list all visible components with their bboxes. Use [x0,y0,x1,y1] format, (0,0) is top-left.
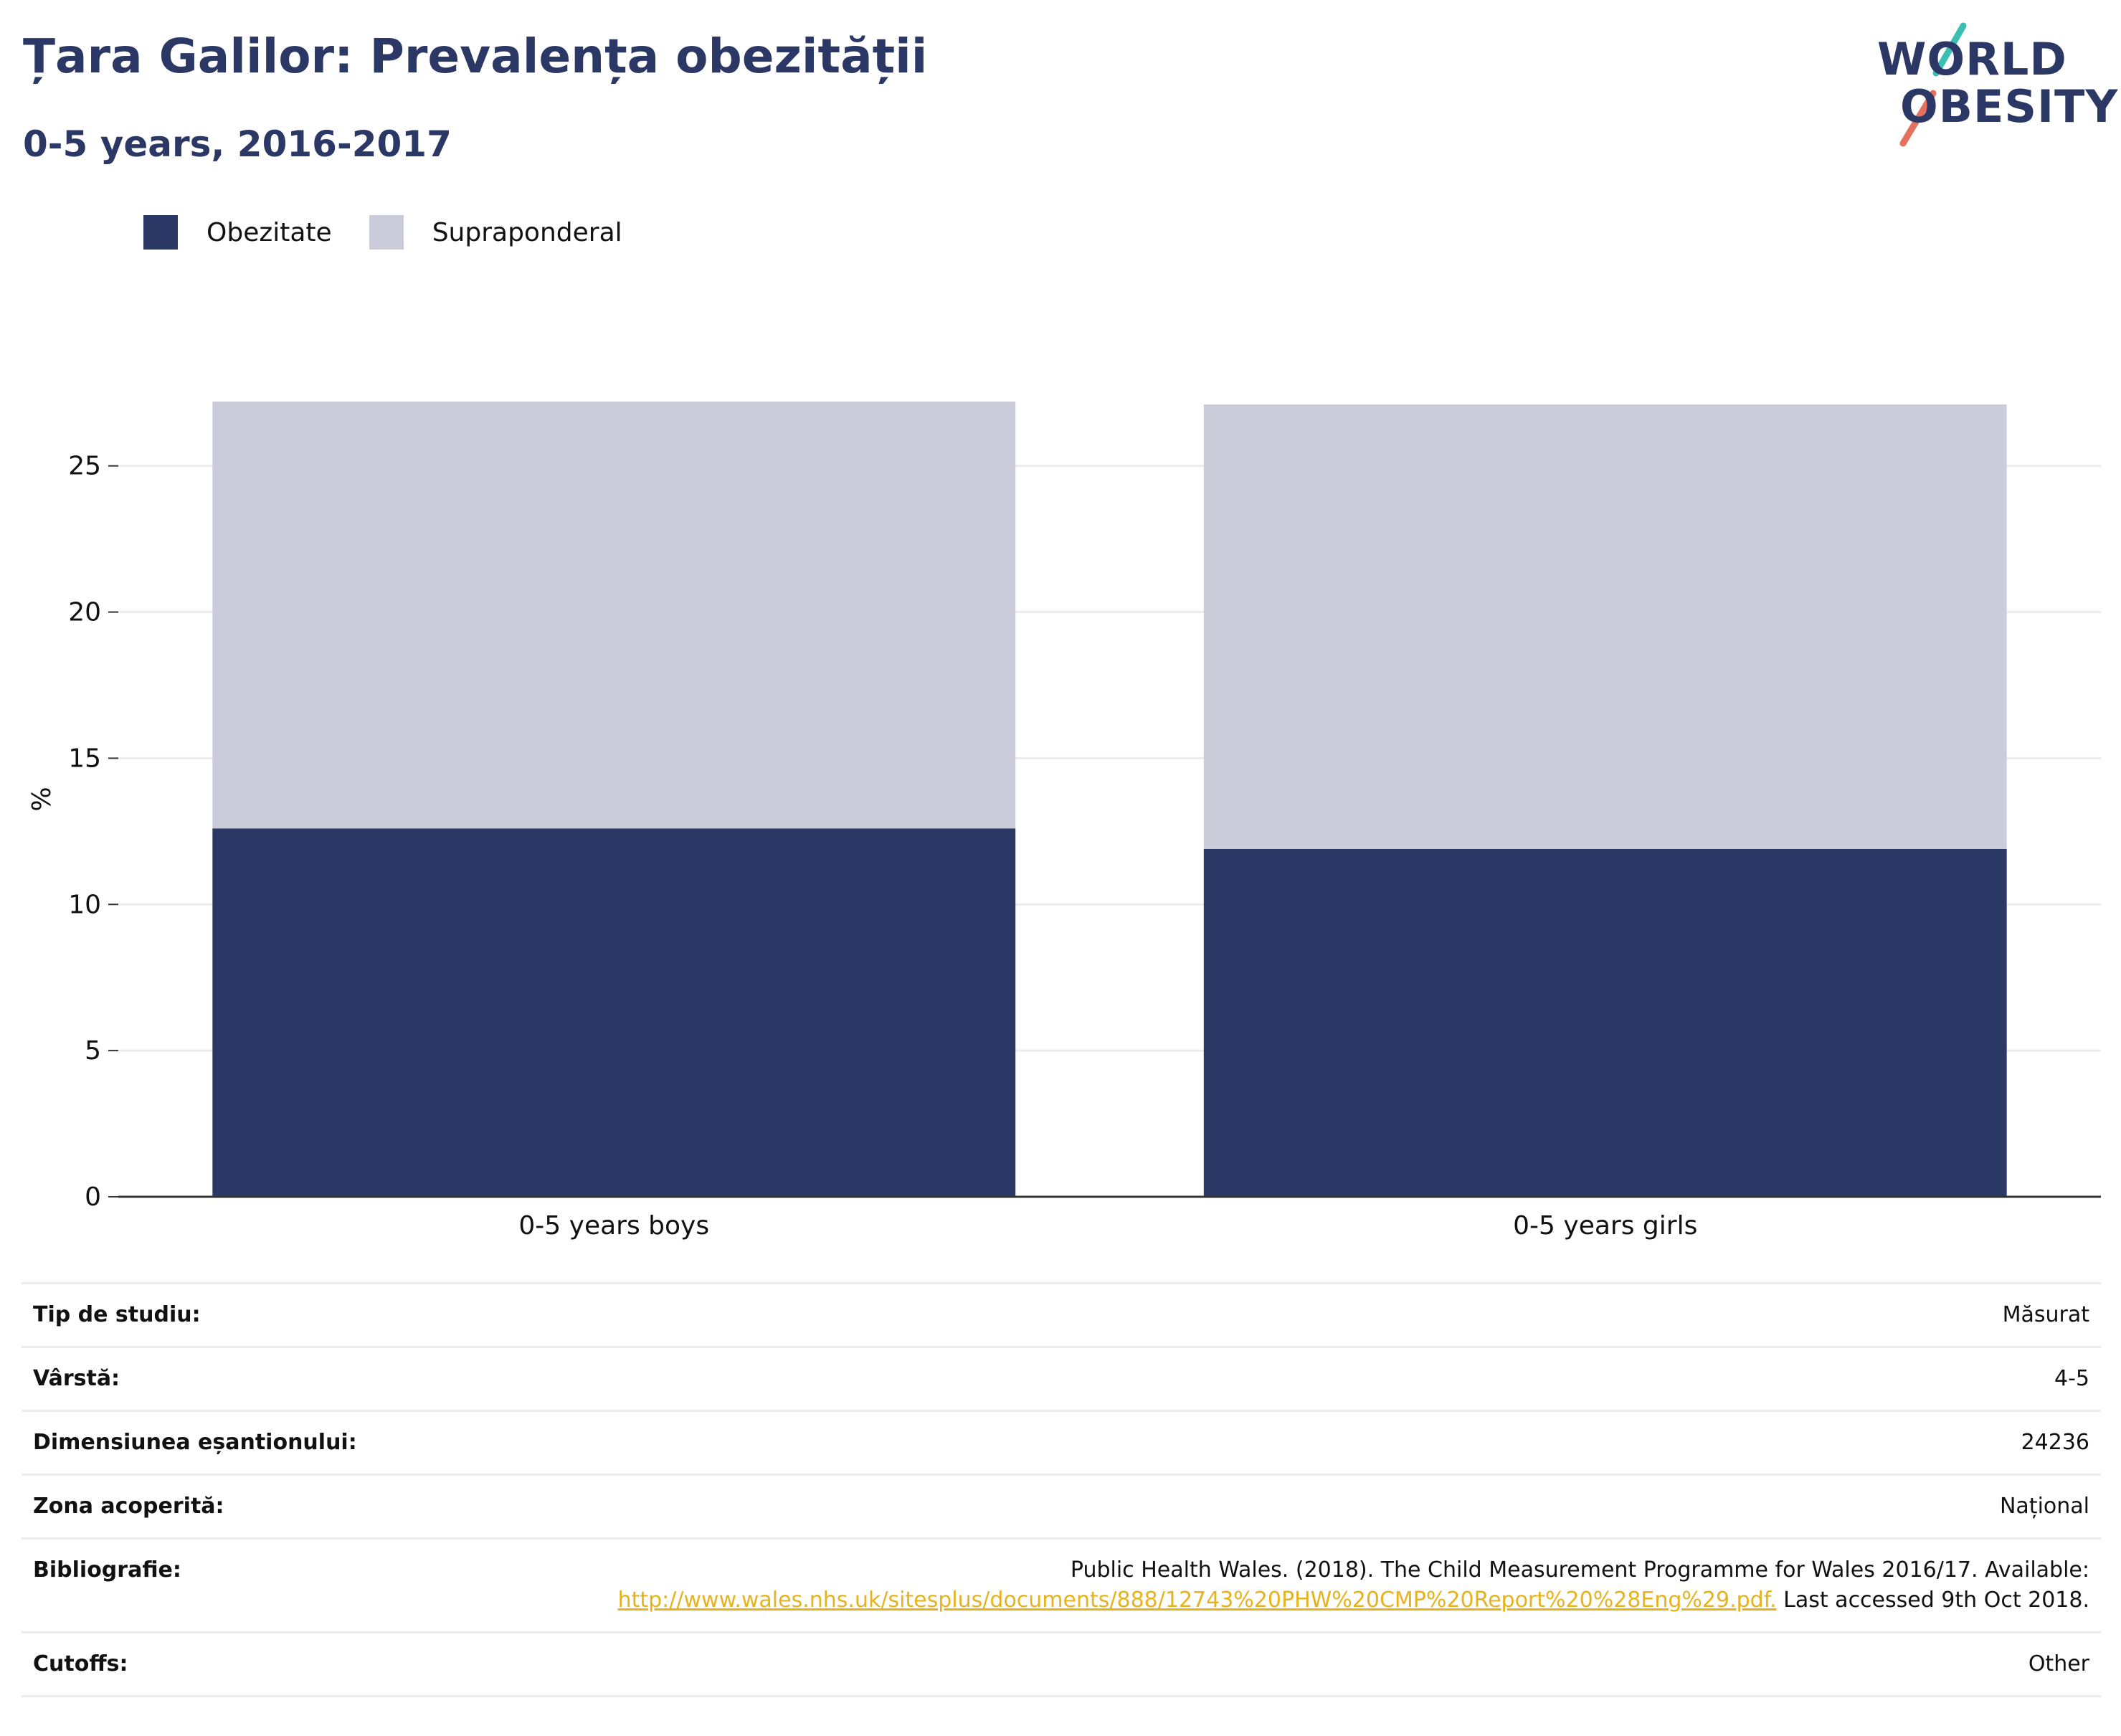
info-row-cutoffs: Cutoffs: Other [22,1631,2101,1697]
chart-title: Țara Galilor: Prevalența obezității [23,29,928,84]
x-tick-label: 0-5 years boys [518,1211,709,1241]
info-key: Tip de studiu: [22,1282,475,1348]
bibliography-link[interactable]: http://www.wales.nhs.uk/sitesplus/docume… [617,1588,1777,1613]
world-obesity-logo: WORLD OBESITY [1864,22,2117,151]
info-row-area: Zona acoperită: Național [22,1474,2101,1540]
info-row-study-type: Tip de studiu: Măsurat [22,1282,2101,1348]
logo-obesity-text: OBESITY [1900,80,2119,133]
legend-swatch-supraponderal [369,215,404,250]
info-key: Dimensiunea eșantionului: [22,1410,475,1476]
bar-supraponderal-2 [1203,404,2007,849]
info-key: Zona acoperită: [22,1474,475,1540]
info-row-age: Vârstă: 4-5 [22,1346,2101,1412]
info-value: Other [475,1631,2101,1697]
info-row-sample-size: Dimensiunea eșantionului: 24236 [22,1410,2101,1476]
chart-subtitle: 0-5 years, 2016-2017 [23,123,452,165]
legend-label-obezitate: Obezitate [207,217,332,247]
y-tick-label: 15 [68,744,101,773]
bibliography-text: Public Health Wales. (2018). The Child M… [1070,1557,2089,1583]
logo-world-text: WORLD [1877,33,2067,85]
legend-item-supraponderal: Supraponderal [369,215,622,250]
info-value: Măsurat [475,1282,2101,1348]
bar-supraponderal-1 [212,402,1016,829]
chart-legend: Obezitate Supraponderal [143,214,660,251]
x-tick-label: 0-5 years girls [1513,1211,1697,1241]
info-value: Național [475,1474,2101,1540]
y-tick-label: 0 [85,1182,101,1212]
info-value: Public Health Wales. (2018). The Child M… [475,1537,2101,1633]
y-axis-label: % [27,787,57,811]
bar-obezitate-2 [1203,848,2007,1197]
bar-obezitate-1 [212,828,1016,1197]
study-info-table: Tip de studiu: Măsurat Vârstă: 4-5 Dimen… [22,1282,2101,1697]
y-tick-label: 25 [68,452,101,481]
legend-item-obezitate: Obezitate [143,215,332,250]
info-value: 24236 [475,1410,2101,1476]
bibliography-accessed: Last accessed 9th Oct 2018. [1783,1588,2089,1613]
logo-slash-icon [1899,22,1967,147]
stacked-bar-chart: 0 5 10 15 20 25% 0-5 years boys 0-5 years girls [27,402,2101,1241]
info-key: Vârstă: [22,1346,475,1412]
y-tick-label: 10 [68,890,101,919]
info-key: Cutoffs: [22,1631,475,1697]
y-tick-label: 20 [68,598,101,627]
legend-label-supraponderal: Supraponderal [432,217,622,247]
info-row-bibliography: Bibliografie: Public Health Wales. (2018… [22,1537,2101,1633]
info-value: 4-5 [475,1346,2101,1412]
y-tick-label: 5 [85,1036,101,1066]
legend-swatch-obezitate [143,215,178,250]
info-key: Bibliografie: [22,1537,475,1633]
